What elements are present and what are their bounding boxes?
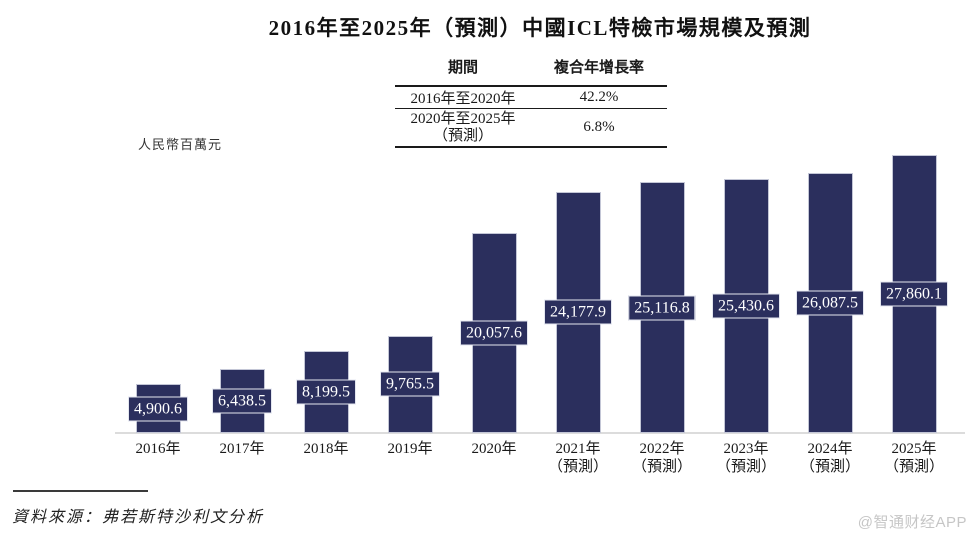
cagr-table-row-2016-2020: 2016年至2020年 42.2%	[395, 87, 667, 109]
x-axis-label-2022: 2022年 （預測）	[612, 440, 712, 476]
cagr-table: 期間 複合年增長率 2016年至2020年 42.2% 2020年至2025年 …	[395, 56, 667, 148]
x-axis-year: 2018年	[303, 441, 349, 457]
cagr-table-period-cell: 2020年至2025年 （預測）	[395, 111, 531, 145]
x-axis-forecast-note: （預測）	[883, 459, 944, 475]
bar-value-label: 26,087.5	[796, 290, 864, 316]
bar-value-label: 27,860.1	[880, 281, 948, 307]
x-axis-label-2019: 2019年	[360, 440, 460, 458]
bar-value-label: 4,900.6	[128, 396, 188, 422]
bar-value-label: 25,430.6	[712, 293, 780, 319]
cagr-table-header-cagr: 複合年增長率	[553, 60, 644, 76]
cagr-table-row-2020-2025: 2020年至2025年 （預測） 6.8%	[395, 109, 667, 148]
x-axis-year: 2019年	[387, 441, 433, 457]
source-note: 資料來源：弗若斯特沙利文分析	[12, 509, 265, 526]
chart-title: 2016年至2025年（預測）中國ICL特檢市場規模及預測	[268, 16, 812, 40]
x-axis-year: 2020年	[471, 441, 517, 457]
x-axis-year: 2025年	[891, 441, 937, 457]
bar-value-label: 8,199.5	[296, 379, 356, 405]
source-divider-line	[13, 490, 148, 492]
bar-value-label: 20,057.6	[460, 320, 528, 346]
cagr-table-period-line2: （預測）	[432, 127, 493, 144]
x-axis-year: 2024年	[807, 441, 853, 457]
bar-value-label: 24,177.9	[544, 299, 612, 325]
x-axis-year: 2016年	[135, 441, 181, 457]
x-axis-year: 2022年	[639, 441, 685, 457]
x-axis-forecast-note: （預測）	[631, 459, 692, 475]
x-axis-forecast-note: （預測）	[799, 459, 860, 475]
x-axis-year: 2021年	[555, 441, 601, 457]
x-axis-forecast-note: （預測）	[715, 459, 776, 475]
x-axis-label-2021: 2021年 （預測）	[528, 440, 628, 476]
bar-value-label: 25,116.8	[628, 295, 696, 321]
x-axis-year: 2023年	[723, 441, 769, 457]
x-axis-label-2020: 2020年	[444, 440, 544, 458]
cagr-table-period-line1: 2020年至2025年	[410, 110, 516, 127]
cagr-table-value-cell: 42.2%	[579, 89, 619, 105]
x-axis-label-2017: 2017年	[192, 440, 292, 458]
cagr-table-header-row: 期間 複合年增長率	[395, 56, 667, 87]
cagr-table-header-period: 期間	[447, 60, 478, 76]
x-axis-label-2025: 2025年 （預測）	[864, 440, 964, 476]
x-axis-baseline	[115, 432, 965, 434]
x-axis-label-2023: 2023年 （預測）	[696, 440, 796, 476]
bar-value-label: 9,765.5	[380, 371, 440, 397]
x-axis-label-2024: 2024年 （預測）	[780, 440, 880, 476]
x-axis-label-2018: 2018年	[276, 440, 376, 458]
x-axis-label-2016: 2016年	[108, 440, 208, 458]
watermark: @智通财经APP	[857, 514, 967, 531]
x-axis-year: 2017年	[219, 441, 265, 457]
x-axis-forecast-note: （預測）	[547, 459, 608, 475]
bar-value-label: 6,438.5	[212, 388, 272, 414]
cagr-table-value-cell: 6.8%	[583, 119, 615, 135]
cagr-table-period-cell: 2016年至2020年	[410, 91, 516, 107]
y-axis-unit-label: 人民幣百萬元	[138, 137, 223, 152]
